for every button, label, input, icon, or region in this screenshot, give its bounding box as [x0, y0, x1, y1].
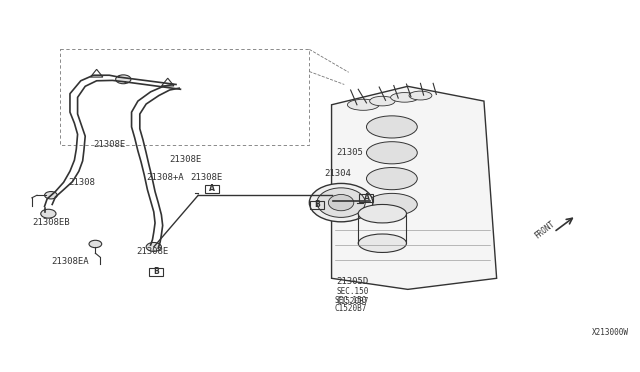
- Bar: [310, 201, 324, 209]
- Text: FRONT: FRONT: [532, 219, 556, 241]
- Text: 21308: 21308: [68, 178, 95, 187]
- Text: 21308+A: 21308+A: [146, 173, 184, 182]
- Ellipse shape: [89, 240, 102, 248]
- Ellipse shape: [367, 116, 417, 138]
- Ellipse shape: [370, 96, 395, 106]
- Ellipse shape: [45, 192, 57, 199]
- Text: B: B: [314, 201, 320, 209]
- Text: 21308E: 21308E: [170, 155, 202, 164]
- Text: 21308EB: 21308EB: [32, 218, 70, 227]
- Text: SEC.150: SEC.150: [334, 296, 367, 305]
- Text: 21305: 21305: [337, 148, 364, 157]
- Ellipse shape: [367, 142, 417, 164]
- Ellipse shape: [146, 243, 161, 251]
- Bar: [148, 267, 163, 276]
- Bar: [360, 194, 374, 202]
- Ellipse shape: [317, 188, 365, 217]
- Polygon shape: [332, 86, 497, 289]
- Ellipse shape: [358, 205, 406, 223]
- Ellipse shape: [358, 234, 406, 253]
- Text: B: B: [153, 267, 159, 276]
- Text: C1520B7: C1520B7: [334, 304, 367, 313]
- Ellipse shape: [367, 167, 417, 190]
- Ellipse shape: [348, 99, 379, 110]
- Text: 21308E: 21308E: [93, 140, 125, 149]
- Text: 21304: 21304: [324, 169, 351, 178]
- Text: X213000W: X213000W: [592, 328, 629, 337]
- Text: 21308E: 21308E: [191, 173, 223, 182]
- Text: A: A: [364, 193, 369, 202]
- Text: SEC.150
C1520B7: SEC.150 C1520B7: [337, 286, 369, 306]
- Ellipse shape: [41, 209, 56, 218]
- Text: A: A: [209, 185, 215, 193]
- Ellipse shape: [390, 93, 419, 102]
- Ellipse shape: [367, 193, 417, 215]
- Text: 21305D: 21305D: [337, 278, 369, 286]
- Ellipse shape: [409, 91, 432, 100]
- Ellipse shape: [116, 75, 131, 84]
- Text: 21308E: 21308E: [136, 247, 169, 256]
- Ellipse shape: [309, 183, 373, 222]
- Ellipse shape: [328, 195, 354, 211]
- Text: 21308EA: 21308EA: [51, 257, 88, 266]
- Bar: [205, 185, 219, 193]
